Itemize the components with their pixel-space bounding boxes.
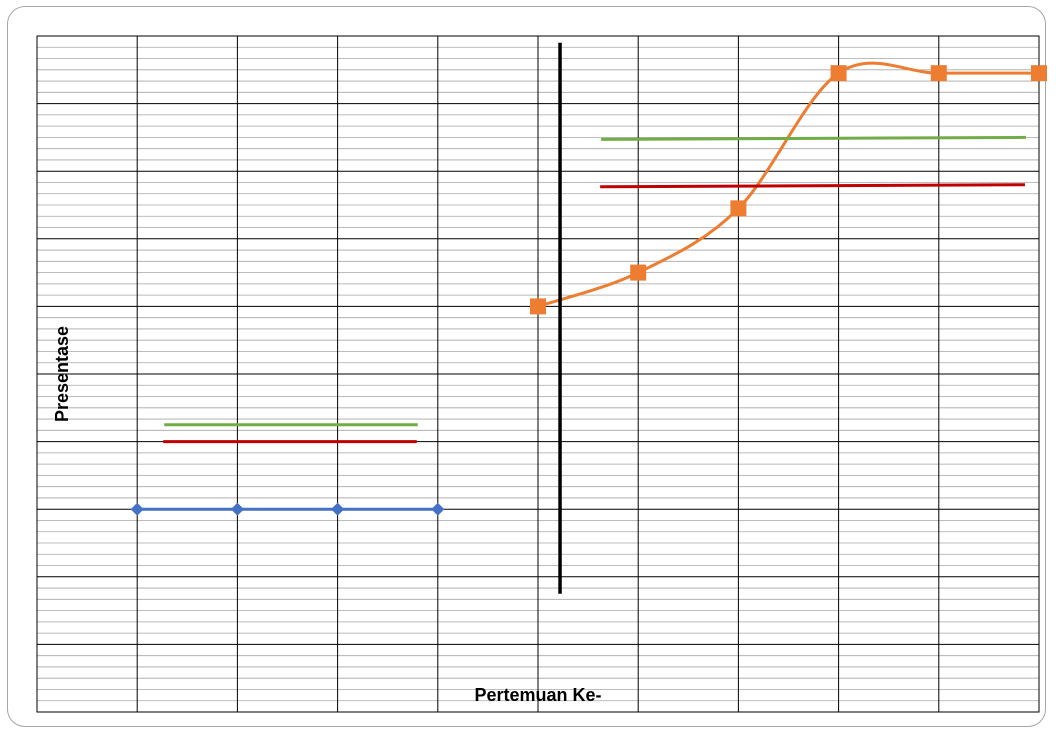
- marker-group: [130, 65, 1047, 516]
- series-group: [137, 42, 1039, 594]
- data-point-square: [930, 65, 947, 82]
- data-point-square: [530, 298, 546, 315]
- data-point-square: [630, 264, 647, 281]
- data-point-diamond: [130, 502, 144, 516]
- x-axis-title: Pertemuan Ke-: [474, 685, 601, 705]
- data-point-square: [1031, 65, 1047, 82]
- data-point-square: [730, 200, 747, 217]
- y-axis-title: Presentase: [52, 326, 72, 422]
- data-point-diamond: [431, 502, 445, 516]
- data-point-diamond: [230, 502, 244, 516]
- plot-area-border: [36, 35, 1040, 713]
- series-line-4: [601, 135, 1026, 141]
- data-point-square: [830, 65, 847, 82]
- series-line-5: [600, 183, 1025, 189]
- data-point-diamond: [331, 502, 345, 516]
